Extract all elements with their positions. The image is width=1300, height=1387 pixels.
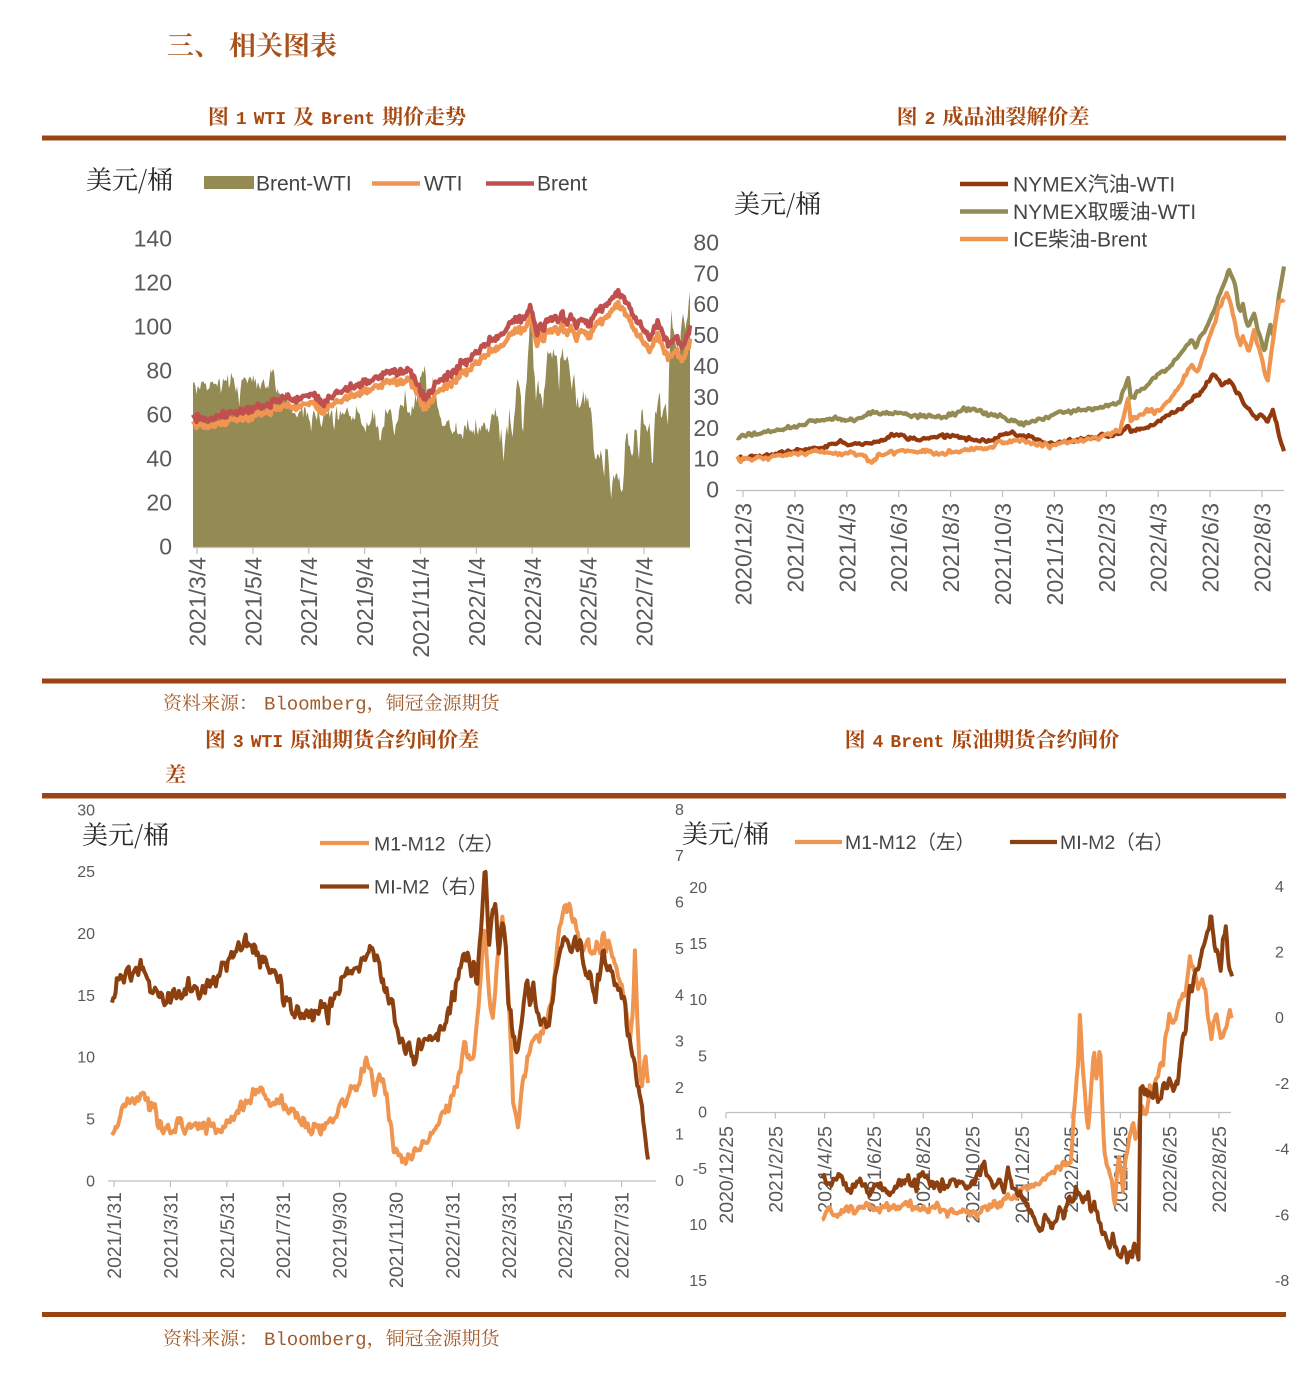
svg-text:25: 25: [77, 864, 95, 881]
svg-text:2022/7/4: 2022/7/4: [632, 557, 658, 647]
svg-text:70: 70: [693, 260, 719, 286]
svg-text:0: 0: [706, 477, 719, 503]
svg-text:7: 7: [675, 848, 684, 865]
svg-text:2020/12/3: 2020/12/3: [731, 503, 757, 605]
svg-text:3: 3: [675, 1034, 684, 1051]
svg-text:60: 60: [146, 402, 172, 428]
svg-text:5: 5: [698, 1048, 707, 1065]
svg-text:2021/11/30: 2021/11/30: [386, 1192, 408, 1288]
svg-text:2022/1/31: 2022/1/31: [442, 1192, 464, 1279]
svg-text:-8: -8: [1275, 1273, 1289, 1290]
svg-text:2022/8/3: 2022/8/3: [1250, 503, 1276, 593]
svg-text:40: 40: [693, 353, 719, 379]
svg-text:2021/1/31: 2021/1/31: [104, 1192, 126, 1279]
svg-text:2022/5/4: 2022/5/4: [576, 557, 602, 647]
svg-text:15: 15: [77, 988, 95, 1005]
svg-text:0: 0: [1275, 1010, 1284, 1027]
svg-text:2021/8/25: 2021/8/25: [913, 1126, 935, 1213]
svg-text:2: 2: [675, 1080, 684, 1097]
svg-text:0: 0: [698, 1105, 707, 1122]
svg-text:4: 4: [1275, 879, 1284, 896]
svg-text:2021/3/31: 2021/3/31: [160, 1192, 182, 1279]
svg-text:-6: -6: [1275, 1207, 1289, 1224]
svg-text:2: 2: [1275, 945, 1284, 962]
svg-text:2020/12/25: 2020/12/25: [716, 1126, 738, 1224]
svg-text:-2: -2: [1275, 1076, 1289, 1093]
svg-text:WTI: WTI: [424, 173, 462, 196]
svg-text:2021/2/25: 2021/2/25: [765, 1126, 787, 1213]
svg-text:10: 10: [689, 1217, 707, 1234]
svg-text:2021/5/31: 2021/5/31: [217, 1192, 239, 1279]
svg-text:2021/2/3: 2021/2/3: [782, 503, 808, 593]
svg-text:20: 20: [693, 415, 719, 441]
svg-text:2021/9/30: 2021/9/30: [330, 1192, 352, 1279]
svg-text:2021/5/4: 2021/5/4: [240, 557, 266, 647]
svg-text:4: 4: [675, 987, 684, 1004]
svg-text:2021/10/3: 2021/10/3: [990, 503, 1016, 605]
svg-text:5: 5: [675, 941, 684, 958]
svg-text:2021/8/3: 2021/8/3: [938, 503, 964, 593]
svg-text:80: 80: [693, 230, 719, 256]
svg-text:10: 10: [689, 992, 707, 1009]
svg-text:30: 30: [693, 384, 719, 410]
svg-text:2022/3/4: 2022/3/4: [520, 557, 546, 647]
svg-text:2021/6/3: 2021/6/3: [886, 503, 912, 593]
svg-text:10: 10: [77, 1050, 95, 1067]
svg-text:20: 20: [77, 926, 95, 943]
svg-text:2021/12/3: 2021/12/3: [1042, 503, 1068, 605]
svg-text:6: 6: [675, 895, 684, 912]
svg-text:-5: -5: [693, 1161, 707, 1178]
svg-text:Brent-WTI: Brent-WTI: [256, 173, 352, 196]
svg-text:2022/4/3: 2022/4/3: [1146, 503, 1172, 593]
svg-text:2021/4/25: 2021/4/25: [815, 1126, 837, 1213]
svg-text:2022/8/25: 2022/8/25: [1209, 1126, 1231, 1213]
svg-text:40: 40: [146, 446, 172, 472]
svg-text:8: 8: [675, 802, 684, 819]
svg-text:120: 120: [134, 270, 172, 296]
svg-text:2021/3/4: 2021/3/4: [185, 557, 211, 647]
svg-text:2021/6/25: 2021/6/25: [864, 1126, 886, 1213]
svg-text:100: 100: [134, 314, 172, 340]
svg-text:80: 80: [146, 358, 172, 384]
svg-text:15: 15: [689, 1273, 707, 1290]
svg-text:0: 0: [86, 1173, 95, 1190]
svg-text:5: 5: [86, 1112, 95, 1129]
svg-text:2022/1/4: 2022/1/4: [464, 557, 490, 647]
svg-text:2022/5/31: 2022/5/31: [555, 1192, 577, 1279]
svg-text:2021/4/3: 2021/4/3: [834, 503, 860, 593]
svg-text:140: 140: [134, 226, 172, 252]
svg-text:20: 20: [146, 490, 172, 516]
svg-text:20: 20: [689, 880, 707, 897]
svg-text:2022/6/3: 2022/6/3: [1198, 503, 1224, 593]
svg-text:60: 60: [693, 291, 719, 317]
svg-text:2021/11/4: 2021/11/4: [408, 557, 434, 658]
svg-text:2021/7/4: 2021/7/4: [296, 557, 322, 647]
svg-text:2021/9/4: 2021/9/4: [352, 557, 378, 647]
svg-text:30: 30: [77, 802, 95, 819]
svg-text:50: 50: [693, 322, 719, 348]
svg-text:Brent: Brent: [537, 173, 587, 196]
svg-text:2021/10/25: 2021/10/25: [963, 1126, 985, 1224]
svg-text:0: 0: [675, 1173, 684, 1190]
svg-text:10: 10: [693, 446, 719, 472]
svg-text:15: 15: [689, 936, 707, 953]
svg-text:0: 0: [159, 534, 172, 560]
svg-text:2022/2/3: 2022/2/3: [1094, 503, 1120, 593]
svg-text:2022/6/25: 2022/6/25: [1160, 1126, 1182, 1213]
svg-text:2022/3/31: 2022/3/31: [499, 1192, 521, 1279]
svg-text:2022/7/31: 2022/7/31: [612, 1192, 634, 1279]
svg-text:-4: -4: [1275, 1142, 1289, 1159]
svg-text:1: 1: [675, 1126, 684, 1143]
svg-text:2021/7/31: 2021/7/31: [273, 1192, 295, 1279]
